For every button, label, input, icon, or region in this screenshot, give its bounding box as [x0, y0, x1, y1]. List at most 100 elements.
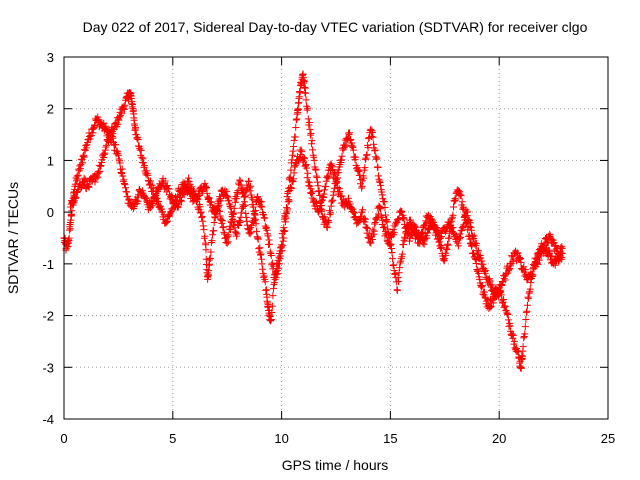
data-point-fill	[75, 165, 83, 173]
data-point-fill	[201, 179, 209, 187]
grid-lines	[64, 57, 608, 419]
data-point-fill	[475, 269, 483, 277]
data-point-fill	[74, 171, 82, 179]
data-point-fill	[262, 286, 270, 294]
data-point-fill	[514, 348, 522, 356]
data-point-fill	[240, 203, 248, 211]
data-point-fill	[425, 224, 433, 232]
data-point-fill	[391, 270, 399, 278]
data-point	[254, 193, 262, 201]
data-point-fill	[306, 131, 314, 139]
data-point-fill	[438, 243, 446, 251]
data-point-fill	[72, 194, 80, 202]
data-point	[214, 203, 222, 211]
data-point-fill	[216, 207, 224, 215]
data-point-fill	[256, 244, 264, 252]
data-point	[245, 177, 253, 185]
data-point-fill	[336, 187, 344, 195]
data-point-fill	[368, 129, 376, 137]
data-point-fill	[361, 164, 369, 172]
data-point-fill	[442, 251, 450, 259]
data-point-fill	[146, 177, 154, 185]
x-tick-labels: 0 5 10 15 20 25	[60, 431, 615, 446]
data-point-fill	[185, 178, 193, 186]
data-point-fill	[314, 178, 322, 186]
data-point-fill	[120, 105, 128, 113]
data-point-fill	[390, 267, 398, 275]
data-point-fill	[148, 181, 156, 189]
data-point-fill	[214, 202, 222, 210]
data-point-fill	[496, 287, 504, 295]
data-point-fill	[319, 194, 327, 202]
data-point-fill	[102, 122, 110, 130]
data-point-fill	[132, 124, 140, 132]
data-point-fill	[309, 146, 317, 154]
data-point-fill	[203, 184, 211, 192]
data-point-fill	[116, 108, 124, 116]
data-point-fill	[433, 224, 441, 232]
data-point-fill	[472, 259, 480, 267]
data-point-fill	[481, 268, 489, 276]
data-point-fill	[490, 286, 498, 294]
data-point-fill	[420, 240, 428, 248]
data-point	[358, 182, 366, 190]
data-point-fill	[396, 259, 404, 267]
data-point-fill	[139, 159, 147, 167]
data-point-fill	[133, 134, 141, 142]
data-point-fill	[68, 207, 76, 215]
data-point-fill	[226, 202, 234, 210]
data-point-fill	[508, 330, 516, 338]
data-point-fill	[390, 228, 398, 236]
data-point-fill	[275, 253, 283, 261]
data-point-fill	[279, 241, 287, 249]
data-point-fill	[96, 162, 104, 170]
data-point-fill	[507, 259, 515, 267]
data-point-fill	[194, 193, 202, 201]
data-point-fill	[338, 192, 346, 200]
data-point	[310, 156, 318, 164]
data-point-fill	[558, 243, 566, 251]
data-point-fill	[522, 308, 530, 316]
data-point-fill	[230, 209, 238, 217]
data-point	[306, 125, 314, 133]
data-point-fill	[211, 213, 219, 221]
data-point-fill	[334, 184, 342, 192]
data-point-fill	[217, 197, 225, 205]
data-point-fill	[86, 135, 94, 143]
data-point-fill	[116, 159, 124, 167]
data-point-fill	[224, 193, 232, 201]
data-point-fill	[108, 133, 116, 141]
data-point-fill	[327, 160, 335, 168]
data-point-fill	[349, 205, 357, 213]
data-point	[484, 275, 492, 283]
data-point-fill	[263, 226, 271, 234]
data-point	[328, 198, 336, 206]
data-point-fill	[329, 163, 337, 171]
data-point-fill	[342, 142, 350, 150]
data-point-fill	[551, 261, 559, 269]
data-point-fill	[364, 144, 372, 152]
data-point-fill	[149, 200, 157, 208]
data-point-fill	[109, 134, 117, 142]
data-point	[223, 239, 231, 247]
data-point	[210, 218, 218, 226]
data-point-fill	[269, 262, 277, 270]
data-point-fill	[266, 240, 274, 248]
data-point-fill	[358, 184, 366, 192]
data-point-fill	[521, 323, 529, 331]
data-point-fill	[501, 276, 509, 284]
data-point-fill	[74, 175, 82, 183]
data-point-fill	[118, 110, 126, 118]
data-point-fill	[546, 230, 554, 238]
data-point-fill	[457, 233, 465, 241]
data-point-fill	[281, 218, 289, 226]
data-point-fill	[403, 230, 411, 238]
data-point-fill	[448, 215, 456, 223]
data-point-fill	[400, 237, 408, 245]
data-point-fill	[302, 160, 310, 168]
y-axis-title: SDTVAR / TECUs	[5, 182, 21, 294]
data-point	[376, 203, 384, 211]
data-point	[280, 224, 288, 232]
data-point	[71, 193, 79, 201]
data-point-fill	[260, 211, 268, 219]
